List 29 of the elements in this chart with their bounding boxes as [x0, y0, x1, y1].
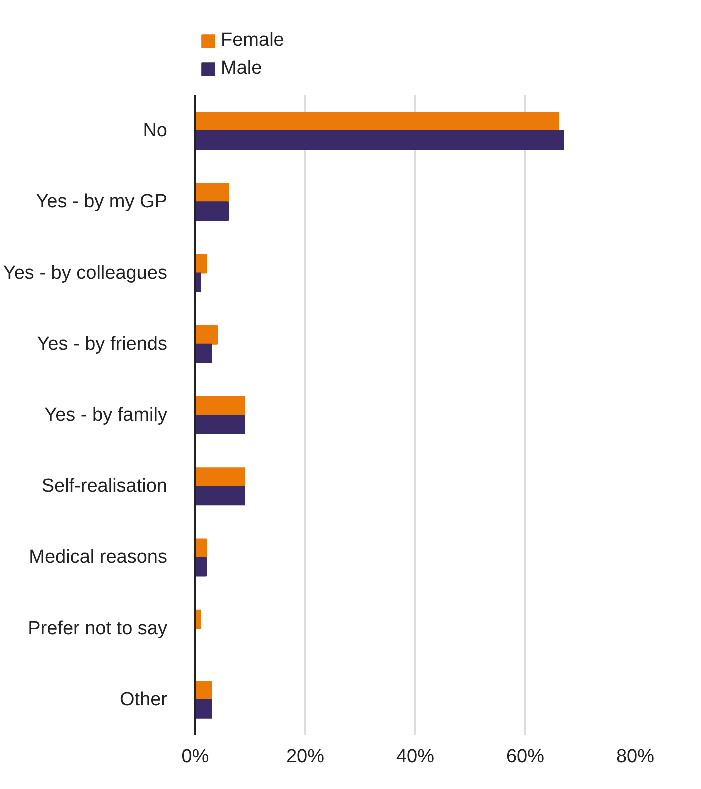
- x-tick-label: 0%: [182, 746, 210, 768]
- legend-label: Female: [221, 30, 284, 52]
- x-tick-label: 60%: [506, 746, 545, 768]
- bar: [196, 486, 246, 506]
- y-tick-label: Yes - by my GP: [36, 192, 168, 213]
- bar: [196, 130, 564, 150]
- y-tick-label: Other: [120, 689, 168, 710]
- x-tick-label: 80%: [616, 746, 655, 768]
- bar: [196, 325, 218, 345]
- y-tick-label: Medical reasons: [29, 547, 168, 568]
- y-tick-label: Prefer not to say: [28, 618, 168, 640]
- bar: [196, 396, 246, 416]
- bar: [196, 468, 246, 488]
- x-tick-label: 40%: [396, 746, 435, 768]
- bar: [196, 183, 229, 203]
- y-tick-label: Yes - by family: [44, 405, 168, 426]
- y-tick-label: Self-realisation: [42, 476, 168, 498]
- y-tick-label: Yes - by colleagues: [3, 262, 168, 284]
- y-tick-label: No: [143, 120, 168, 142]
- bar: [196, 112, 559, 132]
- bar: [196, 699, 212, 719]
- y-tick-label: Yes - by friends: [37, 334, 168, 355]
- bar: [196, 202, 229, 222]
- bar: [196, 344, 212, 364]
- bar: [196, 557, 207, 577]
- x-tick-label: 20%: [286, 746, 325, 768]
- legend-label: Male: [221, 58, 262, 80]
- bar: [196, 415, 246, 434]
- bar: [196, 680, 212, 700]
